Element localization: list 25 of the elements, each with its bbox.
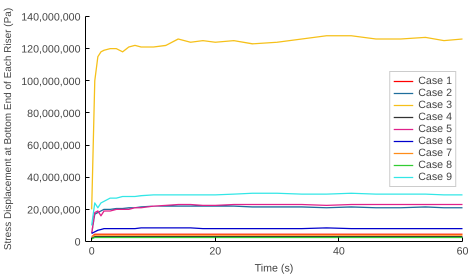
x-tick-label: 40 xyxy=(332,246,345,258)
x-tick-label: 60 xyxy=(456,246,468,258)
x-axis-title: Time (s) xyxy=(254,262,294,274)
y-tick-label: 40,000,000 xyxy=(27,172,81,184)
legend-label: Case 2 xyxy=(418,86,452,98)
legend-label: Case 1 xyxy=(418,74,452,86)
y-tick-label: 60,000,000 xyxy=(27,140,81,152)
legend-label: Case 5 xyxy=(418,122,452,134)
y-axis-title: Stress Displacement at Bottom End of Each Riser (Pa) xyxy=(3,8,14,250)
y-tick-label: 80,000,000 xyxy=(27,108,81,120)
legend-label: Case 8 xyxy=(418,158,452,170)
line-series xyxy=(91,35,462,210)
legend-label: Case 4 xyxy=(418,110,452,122)
y-tick-label: 0 xyxy=(74,236,81,248)
y-tick-label: 100,000,000 xyxy=(21,76,81,88)
y-tick-label: 140,000,000 xyxy=(21,12,81,24)
legend-label: Case 3 xyxy=(418,98,452,110)
y-tick-label: 120,000,000 xyxy=(21,44,81,56)
legend-label: Case 7 xyxy=(418,146,452,158)
line-series xyxy=(91,192,462,226)
legend-label: Case 6 xyxy=(418,134,452,146)
y-tick-label: 20,000,000 xyxy=(27,204,81,216)
x-tick-label: 20 xyxy=(209,246,222,258)
legend-label: Case 9 xyxy=(418,170,452,182)
x-tick-label: 0 xyxy=(88,246,95,258)
